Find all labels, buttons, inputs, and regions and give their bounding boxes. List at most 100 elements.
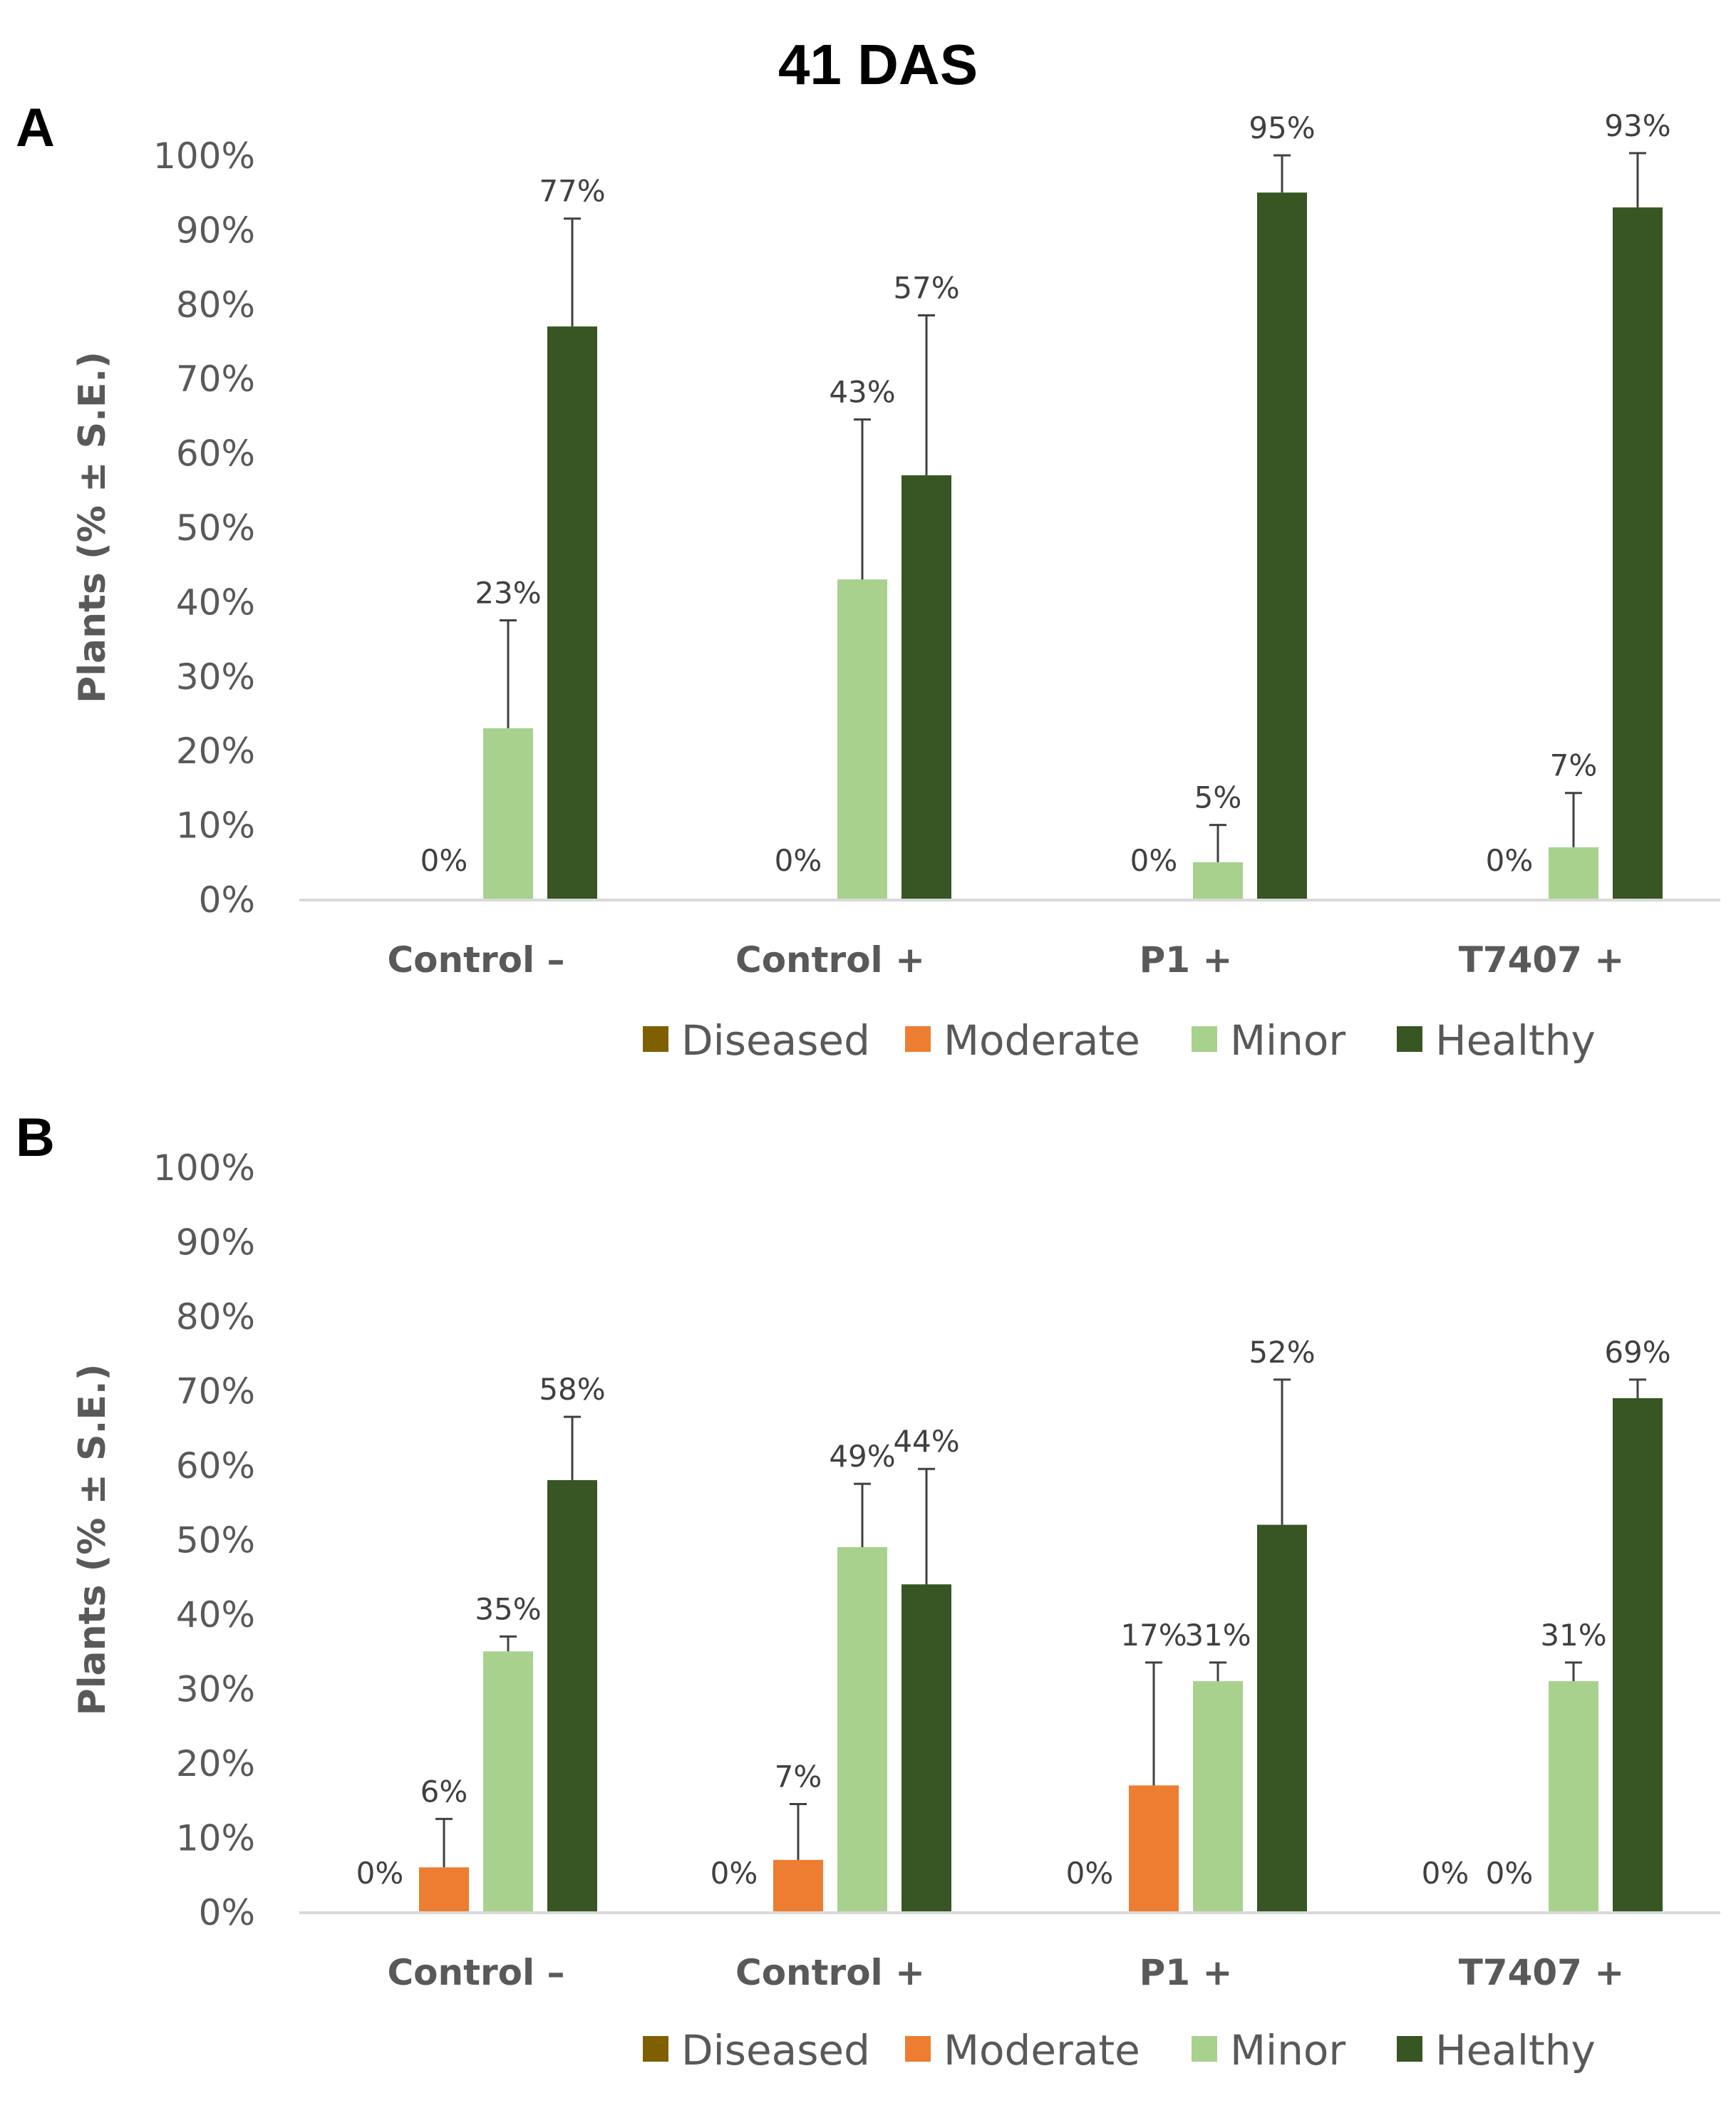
data-label-a-minor-2: 5% — [1194, 780, 1242, 815]
panel-b-chart: B 0% 10% 20% 30% 40% 50% 60% 70% 80% 90% 100% Plants… — [16, 1107, 1720, 2075]
bar-b-healthy-0 — [547, 1479, 597, 1912]
legend-swatch-a-healthy — [1397, 1026, 1422, 1052]
category-label-b-3: T7407 + — [1459, 1952, 1625, 1993]
category-label-b-0: Control – — [387, 1952, 564, 1993]
data-label-a-moderate-1: 0% — [775, 843, 822, 878]
bar-b-minor-1 — [837, 1546, 887, 1912]
y-tick-label-b: 10% — [176, 1818, 255, 1859]
data-label-a-moderate-0: 0% — [420, 843, 468, 878]
y-tick-label-b: 100% — [153, 1147, 255, 1189]
legend-swatch-b-diseased — [643, 2036, 668, 2062]
y-tick-label-a: 90% — [176, 210, 255, 251]
y-tick-label-a: 40% — [176, 582, 255, 623]
bar-a-healthy-0 — [547, 326, 597, 899]
legend-swatch-b-healthy — [1397, 2036, 1422, 2062]
legend-label-b-diseased: Diseased — [681, 2026, 870, 2075]
data-label-b-diseased-1: 0% — [711, 1856, 758, 1891]
data-label-a-moderate-3: 0% — [1486, 843, 1534, 878]
y-tick-label-b: 90% — [176, 1222, 255, 1264]
data-label-b-diseased-2: 0% — [1066, 1856, 1114, 1891]
legend-label-a-diseased: Diseased — [681, 1016, 870, 1065]
category-label-a-2: P1 + — [1140, 939, 1233, 981]
bar-b-minor-3 — [1549, 1681, 1598, 1912]
data-label-b-moderate-2: 17% — [1120, 1618, 1187, 1653]
y-axis-label-b: Plants (% ± S.E.) — [71, 1364, 114, 1716]
data-label-b-diseased-3: 0% — [1422, 1856, 1469, 1891]
y-tick-label-a: 0% — [199, 879, 255, 921]
data-label-a-healthy-3: 93% — [1604, 108, 1670, 143]
bar-b-healthy-2 — [1257, 1524, 1307, 1912]
bar-b-healthy-1 — [901, 1584, 951, 1912]
data-label-b-healthy-0: 58% — [539, 1372, 605, 1407]
data-label-b-minor-2: 31% — [1184, 1618, 1251, 1653]
y-tick-label-b: 80% — [176, 1296, 255, 1338]
figure-title: 41 DAS — [778, 33, 978, 96]
panel-letter-b: B — [16, 1107, 55, 1168]
legend-label-a-minor: Minor — [1230, 1016, 1345, 1065]
bar-a-healthy-3 — [1613, 207, 1663, 900]
y-tick-label-a: 80% — [176, 284, 255, 326]
legend-swatch-a-diseased — [643, 1026, 668, 1052]
data-label-a-minor-0: 23% — [475, 576, 541, 611]
y-tick-label-a: 20% — [176, 730, 255, 772]
legend-label-b-healthy: Healthy — [1435, 2026, 1596, 2075]
bar-a-healthy-1 — [901, 475, 951, 899]
legend-swatch-b-moderate — [905, 2036, 931, 2062]
data-label-b-moderate-3: 0% — [1486, 1856, 1534, 1891]
data-label-b-moderate-0: 6% — [420, 1774, 468, 1809]
bar-b-moderate-1 — [773, 1859, 823, 1912]
y-tick-label-b: 40% — [176, 1594, 255, 1636]
panel-letter-a: A — [16, 98, 55, 158]
bar-b-moderate-0 — [419, 1867, 469, 1912]
y-tick-label-b: 0% — [199, 1892, 255, 1933]
category-label-b-1: Control + — [735, 1952, 925, 1993]
y-tick-label-b: 60% — [176, 1445, 255, 1487]
y-tick-label-a: 50% — [176, 507, 255, 549]
category-label-a-3: T7407 + — [1459, 939, 1625, 981]
legend-label-b-moderate: Moderate — [944, 2026, 1140, 2075]
y-tick-label-a: 30% — [176, 656, 255, 698]
bar-b-healthy-3 — [1613, 1398, 1663, 1912]
data-label-a-moderate-2: 0% — [1130, 843, 1178, 878]
category-label-a-1: Control + — [735, 939, 925, 981]
data-label-b-moderate-1: 7% — [775, 1759, 822, 1794]
legend-label-a-moderate: Moderate — [944, 1016, 1140, 1065]
y-tick-label-b: 30% — [176, 1669, 255, 1710]
legend-label-b-minor: Minor — [1230, 2026, 1345, 2075]
data-label-b-healthy-1: 44% — [893, 1424, 959, 1459]
data-label-b-diseased-0: 0% — [356, 1856, 404, 1891]
bar-a-minor-0 — [483, 728, 533, 899]
data-label-b-minor-3: 31% — [1540, 1618, 1606, 1653]
category-label-b-2: P1 + — [1140, 1952, 1233, 1993]
bar-a-minor-2 — [1193, 862, 1243, 899]
data-label-b-healthy-2: 52% — [1249, 1335, 1315, 1370]
bar-b-moderate-2 — [1129, 1785, 1179, 1912]
data-label-b-healthy-3: 69% — [1604, 1335, 1670, 1370]
bar-b-minor-0 — [483, 1651, 533, 1912]
y-axis-label-a: Plants (% ± S.E.) — [71, 351, 114, 703]
legend-swatch-a-minor — [1192, 1026, 1217, 1052]
data-label-a-healthy-2: 95% — [1249, 110, 1315, 145]
legend-swatch-a-moderate — [905, 1026, 931, 1052]
data-label-a-minor-3: 7% — [1550, 748, 1598, 783]
y-tick-label-a: 60% — [176, 433, 255, 475]
bar-b-minor-2 — [1193, 1681, 1243, 1912]
y-tick-label-b: 20% — [176, 1743, 255, 1784]
legend-swatch-b-minor — [1192, 2036, 1217, 2062]
y-tick-label-b: 50% — [176, 1520, 255, 1561]
category-label-a-0: Control – — [387, 939, 564, 981]
data-label-a-healthy-1: 57% — [893, 270, 959, 305]
y-tick-label-b: 70% — [176, 1371, 255, 1412]
bar-a-minor-1 — [837, 579, 887, 899]
panel-a-chart: A 0% 10% 20% 30% 40% 50% 60% 70% 80% 90% 100% Plants… — [16, 98, 1720, 1065]
y-tick-label-a: 100% — [153, 135, 255, 177]
data-label-a-healthy-0: 77% — [539, 174, 605, 209]
data-label-a-minor-1: 43% — [829, 375, 895, 410]
data-label-b-minor-1: 49% — [829, 1439, 895, 1474]
data-label-b-minor-0: 35% — [475, 1591, 541, 1626]
y-tick-label-a: 70% — [176, 358, 255, 400]
legend-label-a-healthy: Healthy — [1435, 1016, 1596, 1065]
bar-a-healthy-2 — [1257, 192, 1307, 899]
y-tick-label-a: 10% — [176, 805, 255, 847]
